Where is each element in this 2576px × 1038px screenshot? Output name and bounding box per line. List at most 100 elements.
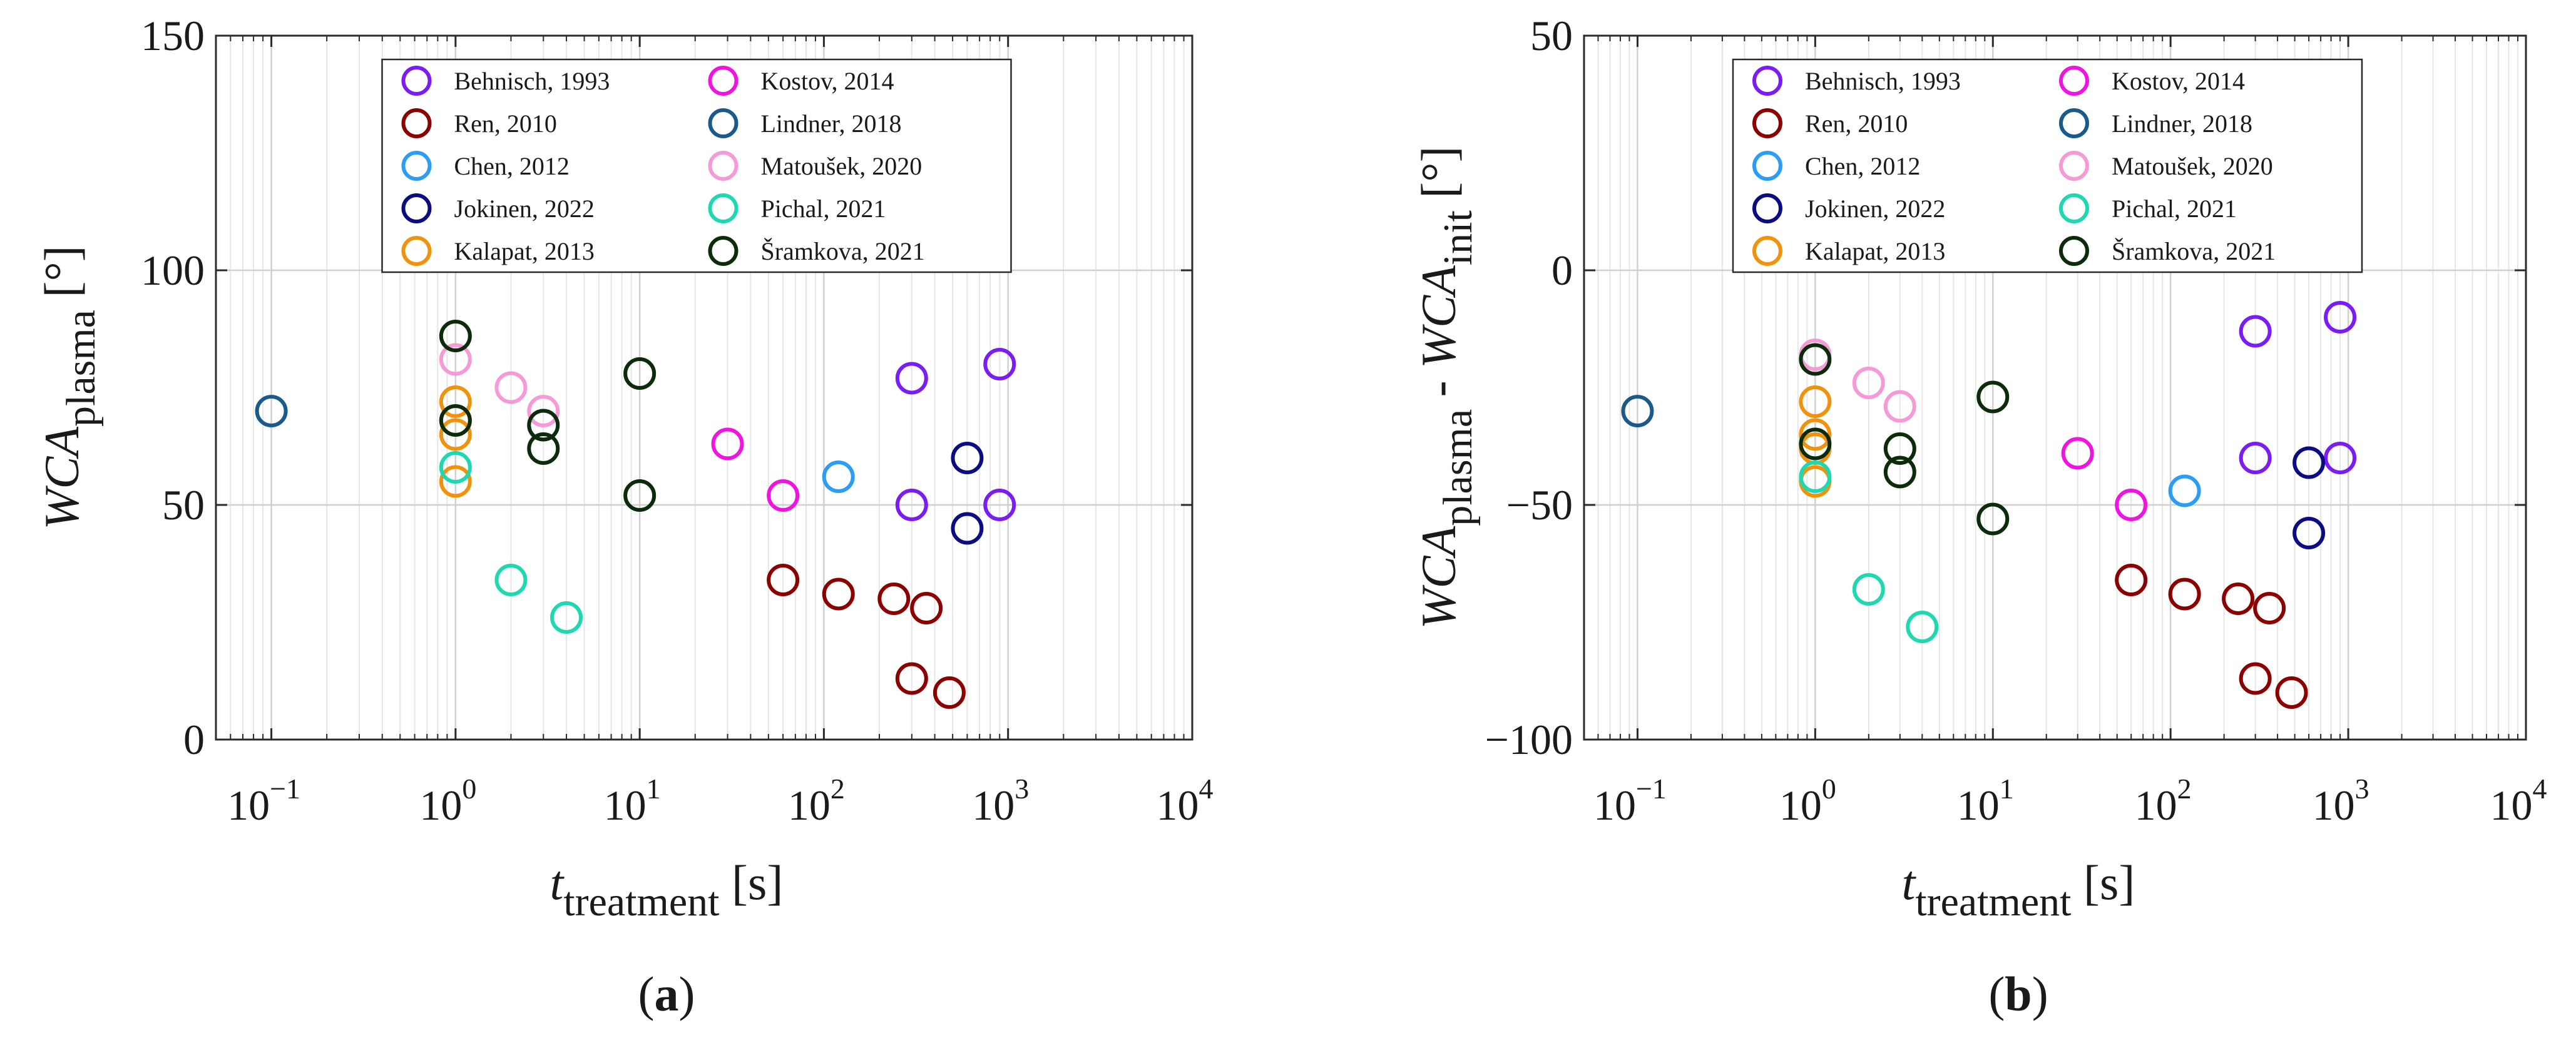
data-point bbox=[2324, 301, 2357, 333]
data-point bbox=[1799, 418, 1832, 451]
data-point bbox=[767, 564, 800, 596]
legend-entry: Šramkova, 2021 bbox=[2112, 237, 2276, 265]
x-label-main: t bbox=[1902, 855, 1917, 910]
legend-entry: Kostov, 2014 bbox=[761, 67, 894, 95]
data-point bbox=[439, 320, 472, 352]
y-axis-label: WCAplasma - WCAinit [°] bbox=[1411, 146, 1481, 629]
x-label-subscript: treatment bbox=[1915, 879, 2071, 925]
x-tick-label: 10−1 bbox=[1593, 773, 1667, 829]
data-point bbox=[2239, 315, 2272, 348]
data-points bbox=[255, 320, 1016, 709]
panel-label-paren: ) bbox=[2032, 967, 2048, 1021]
x-tick-base: 10 bbox=[2135, 781, 2177, 829]
y-tick-label: 50 bbox=[1530, 12, 1573, 59]
data-point bbox=[439, 465, 472, 498]
x-tick-label: 101 bbox=[1957, 773, 2014, 829]
x-tick-label: 104 bbox=[1157, 773, 1214, 829]
legend-marker bbox=[401, 236, 432, 266]
legend-marker bbox=[1752, 236, 1782, 266]
data-point bbox=[2239, 662, 2272, 695]
data-point bbox=[2324, 442, 2357, 474]
legend: Behnisch, 1993 Ren, 2010 Chen, 2012 Jokinen… bbox=[1732, 58, 2363, 273]
legend-entry: Kostov, 2014 bbox=[2112, 67, 2245, 95]
y-tick-label: −100 bbox=[1485, 716, 1573, 763]
legend-marker bbox=[401, 108, 432, 138]
x-tick-label: 103 bbox=[972, 773, 1029, 829]
data-point bbox=[2061, 437, 2094, 470]
y-label-unit: [°] bbox=[34, 245, 89, 310]
y-tick-label: −50 bbox=[1506, 481, 1573, 529]
legend-marker bbox=[2059, 66, 2089, 96]
data-point bbox=[983, 489, 1016, 521]
y-label-part: plasma bbox=[58, 310, 104, 427]
data-point bbox=[2239, 442, 2272, 474]
data-point bbox=[983, 348, 1016, 380]
x-tick-label: 101 bbox=[604, 773, 661, 829]
legend-entry: Matoušek, 2020 bbox=[761, 152, 923, 180]
x-tick-exponent: 1 bbox=[647, 773, 661, 805]
x-tick-base: 10 bbox=[2490, 781, 2533, 829]
data-point bbox=[527, 395, 560, 427]
legend-entry: Kalapat, 2013 bbox=[1805, 237, 1945, 265]
panel-label-paren: ( bbox=[1988, 967, 2005, 1021]
legend-marker bbox=[401, 66, 432, 96]
legend-marker bbox=[708, 108, 739, 138]
data-point bbox=[494, 564, 528, 596]
data-point bbox=[1852, 573, 1885, 606]
data-point bbox=[1883, 455, 1916, 489]
legend-marker bbox=[401, 151, 432, 181]
data-point bbox=[877, 583, 911, 615]
legend-entry: Pichal, 2021 bbox=[2112, 195, 2237, 223]
data-point bbox=[2253, 592, 2286, 624]
x-tick-exponent: −1 bbox=[1636, 773, 1667, 805]
data-point bbox=[1852, 367, 1885, 399]
legend-marker bbox=[1752, 151, 1782, 181]
data-point bbox=[623, 479, 657, 512]
data-point bbox=[623, 357, 657, 390]
data-points bbox=[1621, 301, 2357, 709]
y-label-part: - bbox=[1411, 369, 1466, 409]
x-tick-exponent: 3 bbox=[2355, 773, 2369, 805]
data-point bbox=[527, 409, 560, 442]
legend-marker bbox=[1752, 108, 1782, 138]
x-label-main: t bbox=[550, 855, 565, 910]
data-point bbox=[527, 432, 560, 465]
y-tick-label: 100 bbox=[141, 247, 205, 294]
data-point bbox=[439, 343, 472, 376]
data-point bbox=[1621, 395, 1654, 427]
legend-entry: Matoušek, 2020 bbox=[2112, 152, 2273, 180]
data-point bbox=[711, 427, 744, 460]
data-point bbox=[2292, 446, 2326, 479]
data-point bbox=[1799, 427, 1832, 460]
y-tick-label: 50 bbox=[162, 481, 205, 529]
panel-label-letter: a bbox=[655, 967, 679, 1021]
x-tick-exponent: −1 bbox=[270, 773, 300, 805]
x-tick-label: 102 bbox=[788, 773, 845, 829]
data-point bbox=[2222, 583, 2255, 615]
legend-entry: Ren, 2010 bbox=[454, 109, 557, 138]
legend-marker bbox=[708, 193, 739, 223]
data-point bbox=[1799, 460, 1832, 493]
legend-marker bbox=[2059, 151, 2089, 181]
x-tick-base: 10 bbox=[604, 781, 647, 829]
data-point bbox=[2115, 564, 2148, 596]
legend-marker bbox=[2059, 193, 2089, 223]
x-tick-base: 10 bbox=[1779, 781, 1822, 829]
data-point bbox=[1883, 390, 1916, 423]
legend-entry: Chen, 2012 bbox=[1805, 152, 1920, 180]
data-point bbox=[255, 395, 288, 427]
x-tick-label: 104 bbox=[2490, 773, 2547, 829]
legend-box bbox=[1732, 58, 2363, 273]
data-point bbox=[550, 601, 583, 634]
y-tick-label: 150 bbox=[141, 12, 205, 59]
x-label-subscript: treatment bbox=[563, 879, 719, 925]
legend-entry: Kalapat, 2013 bbox=[454, 237, 595, 265]
data-point bbox=[1883, 432, 1916, 465]
legend-entry: Behnisch, 1993 bbox=[454, 67, 610, 95]
legend-entry: Jokinen, 2022 bbox=[454, 195, 595, 223]
data-point bbox=[951, 512, 984, 545]
data-point bbox=[2168, 474, 2201, 507]
legend-marker bbox=[2059, 108, 2089, 138]
y-label-part: init bbox=[1435, 210, 1481, 265]
